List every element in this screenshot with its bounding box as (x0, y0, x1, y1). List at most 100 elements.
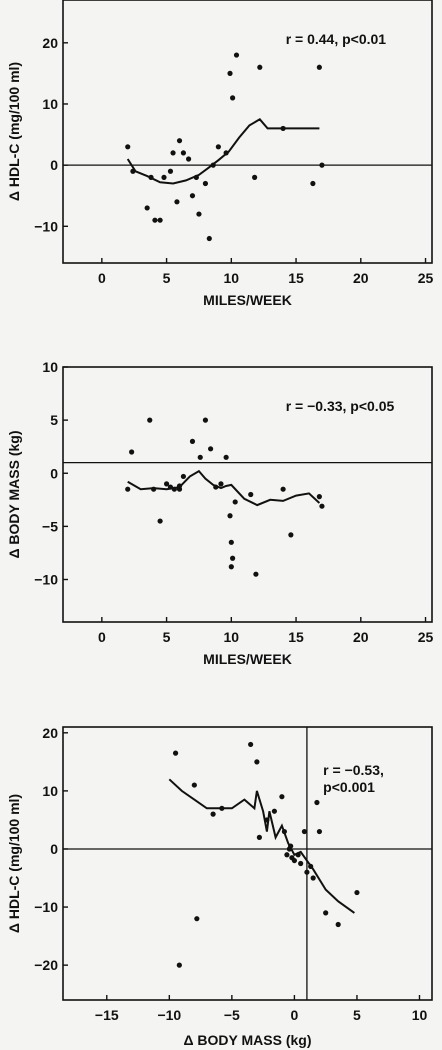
chart2-ytick-label: −10 (34, 572, 58, 588)
chart2-data-point (232, 499, 238, 505)
chart1-data-point (215, 144, 221, 150)
chart2-data-point (163, 481, 170, 487)
chart2-data-point (202, 417, 209, 423)
chart2-ytick-label: 5 (50, 412, 58, 428)
chart3-data-point (291, 857, 298, 864)
chart1-data-point (185, 156, 192, 162)
chart2-data-point (316, 494, 322, 500)
chart2-annotation: r = −0.33, p<0.05 (286, 398, 395, 414)
chart1-xtick-label: 25 (418, 270, 434, 286)
chart1-frame (62, 0, 433, 264)
chart1-trend-line (126, 118, 320, 185)
chart3-annotation: p<0.001 (323, 779, 375, 795)
chart3-data-point (279, 794, 285, 800)
chart3-xtick-label: −10 (157, 1007, 181, 1023)
chart2-data-point (230, 555, 236, 561)
chart2-ylabel: Δ BODY MASS (kg) (6, 430, 22, 558)
chart1-data-point (130, 168, 136, 174)
chart3-data-point (194, 916, 200, 922)
chart2-xtick-label: 25 (418, 629, 434, 645)
chart3-annotation: r = −0.53, (323, 762, 384, 778)
chart2-data-point (248, 491, 254, 498)
chart3-data-point (335, 921, 341, 928)
chart1-data-point (230, 95, 236, 101)
chart1-data-point (152, 217, 158, 223)
chart1-ytick-label: −10 (34, 218, 58, 234)
chart1-data-point (167, 168, 174, 174)
chart1-ytick-label: 10 (42, 96, 58, 112)
chart2-xtick-label: 0 (98, 629, 106, 645)
chart1-data-point (193, 174, 199, 180)
chart1-data-point (310, 180, 316, 187)
chart3-data-point (310, 875, 316, 881)
chart1-data-point (157, 217, 163, 223)
chart3-data-point (298, 860, 304, 867)
chart3-xlabel: Δ BODY MASS (kg) (183, 1032, 311, 1048)
chart3-xtick-label: 5 (353, 1007, 361, 1023)
chart2-trend-line (127, 469, 321, 507)
chart1-data-point (196, 211, 202, 217)
chart1-data-point (202, 180, 209, 187)
chart1-data-point (257, 64, 263, 70)
chart3-ytick-label: −20 (34, 957, 58, 973)
chart2-data-point (208, 446, 214, 452)
chart3-xtick-label: −5 (224, 1007, 240, 1023)
chart2-data-point (197, 454, 203, 460)
chart2-data-point (125, 486, 131, 492)
chart1-data-point (227, 70, 233, 76)
chart1-xtick-label: 20 (353, 270, 369, 286)
chart3-data-point (281, 828, 287, 835)
chart1-data-point (161, 174, 167, 180)
chart1-ytick-label: 0 (50, 157, 58, 173)
chart1-ytick-label: 20 (42, 35, 58, 51)
chart3-data-point (172, 750, 179, 756)
chart2-data-point (171, 486, 177, 492)
chart1-xtick-label: 0 (98, 270, 106, 286)
chart1-data-point (252, 174, 258, 180)
chart3-data-point (314, 799, 320, 806)
chart1-data-point (174, 199, 180, 205)
chart2-data-point (147, 417, 153, 423)
chart3-xtick-label: 0 (291, 1007, 299, 1023)
chart2-data-point (227, 513, 233, 519)
chart3-data-point (264, 817, 270, 823)
chart1-data-point (206, 235, 212, 242)
chart3-data-point (301, 828, 308, 835)
chart2-data-point (213, 484, 219, 490)
chart3-ytick-label: 0 (50, 841, 58, 857)
chart3-trend-line (168, 778, 355, 914)
chart3-data-point (248, 741, 254, 748)
chart1-data-point (125, 144, 131, 150)
chart2-data-point (223, 454, 229, 460)
chart1-data-point (180, 150, 187, 156)
chart1-data-point (170, 150, 176, 156)
chart1-data-point (316, 64, 322, 70)
chart3-data-point (256, 834, 262, 840)
chart2-data-point (157, 518, 163, 524)
chart3-data-point (308, 863, 314, 870)
chart2-xtick-label: 15 (288, 629, 304, 645)
chart3-data-point (191, 782, 197, 788)
chart2-xlabel: MILES/WEEK (203, 651, 292, 667)
chart1-data-point (280, 125, 286, 132)
chart2-xtick-label: 5 (163, 629, 171, 645)
chart3-data-point (176, 962, 182, 968)
chart1-annotation: r = 0.44, p<0.01 (286, 31, 387, 47)
chart2-ytick-label: −5 (42, 518, 58, 534)
chart1-xlabel: MILES/WEEK (203, 292, 292, 308)
chart1-xtick-label: 15 (288, 270, 304, 286)
chart2-data-point (228, 539, 234, 545)
chart3-data-point (288, 843, 294, 849)
chart2-data-point (167, 484, 174, 490)
chart2-data-point (189, 438, 196, 444)
chart2-data-point (151, 486, 157, 492)
chart2-xtick-label: 10 (224, 629, 240, 645)
chart3-xtick-label: 10 (412, 1007, 428, 1023)
chart3-data-point (316, 828, 323, 835)
chart2-data-point (253, 571, 259, 577)
chart2-frame (62, 366, 433, 623)
chart3-data-point (271, 808, 277, 814)
chart2-data-point (176, 483, 183, 489)
chart1-data-point (148, 174, 154, 180)
chart1-ylabel: Δ HDL-C (mg/100 ml) (6, 62, 22, 201)
